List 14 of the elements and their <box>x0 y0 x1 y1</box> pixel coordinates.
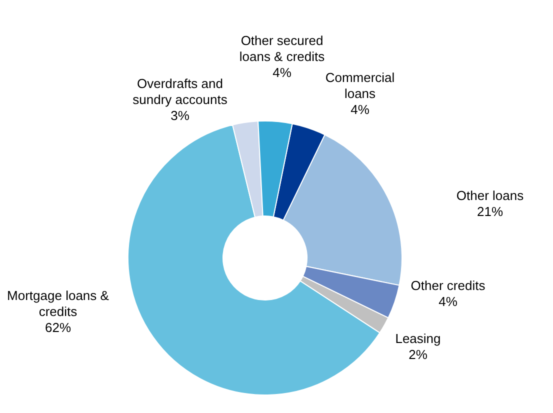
data-label: 2% <box>408 347 428 362</box>
slice-label: Other credits <box>410 278 486 293</box>
slice-label: Mortgage loans & credits <box>7 288 110 319</box>
data-label: 62% <box>44 320 72 335</box>
data-label: 4% <box>272 65 292 80</box>
data-label: 3% <box>170 108 190 123</box>
slice-label: Leasing <box>395 331 441 346</box>
data-label: 21% <box>476 204 504 219</box>
slice-label: Overdrafts and sundry accounts <box>132 76 228 107</box>
slice-label: Commercial loans <box>325 70 395 101</box>
slice-label: Other secured loans & credits <box>239 33 326 64</box>
slice-label: Other loans <box>456 188 524 203</box>
data-label: 4% <box>438 294 458 309</box>
data-label: 4% <box>350 102 370 117</box>
